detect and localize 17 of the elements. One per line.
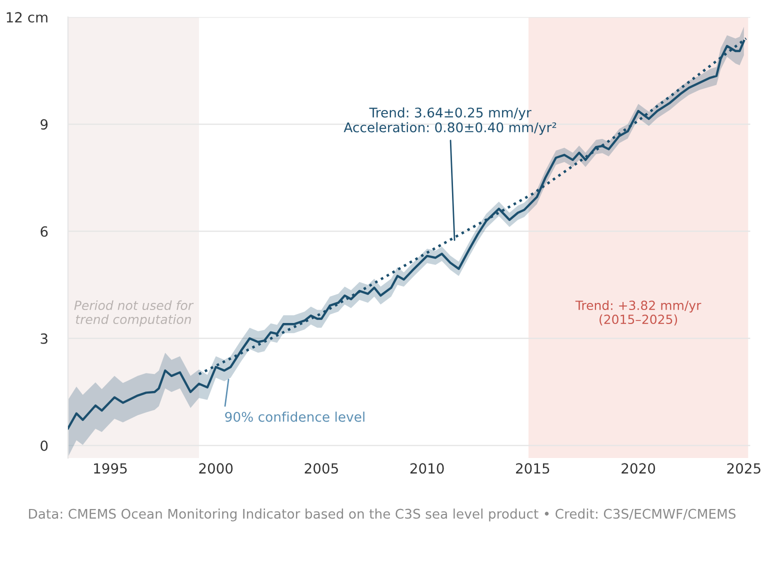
band-label: Trend: +3.82 mm/yr (2015–2025) bbox=[575, 300, 702, 326]
x-tick-label: 2015 bbox=[516, 463, 550, 474]
y-tick-label: 3 bbox=[40, 333, 48, 344]
band-label: Period not used for trend computation bbox=[74, 300, 194, 326]
y-tick-label: 9 bbox=[40, 119, 48, 130]
text: Data: CMEMS Ocean Monitoring Indicator based on the C3S sea level product • Credit: C3S/ECMWF/CMEMS bbox=[29, 508, 736, 522]
x-tick-label: 2020 bbox=[622, 463, 656, 474]
y-tick-label: 6 bbox=[40, 226, 48, 237]
x-tick-label: 2010 bbox=[410, 463, 444, 474]
y-tick-label: 0 bbox=[40, 440, 48, 452]
x-tick-label: 2005 bbox=[304, 463, 338, 474]
x-tick-label: 2025 bbox=[727, 463, 760, 474]
x-tick-label: 1995 bbox=[94, 463, 127, 474]
annotation: 90% confidence level bbox=[225, 412, 364, 422]
x-tick-label: 2000 bbox=[199, 463, 233, 474]
y-tick-label: 12 cm bbox=[6, 12, 48, 23]
annotation: Trend: 3.64±0.25 mm/yr Acceleration: 0.80±0.40 mm/yr² bbox=[344, 107, 556, 135]
